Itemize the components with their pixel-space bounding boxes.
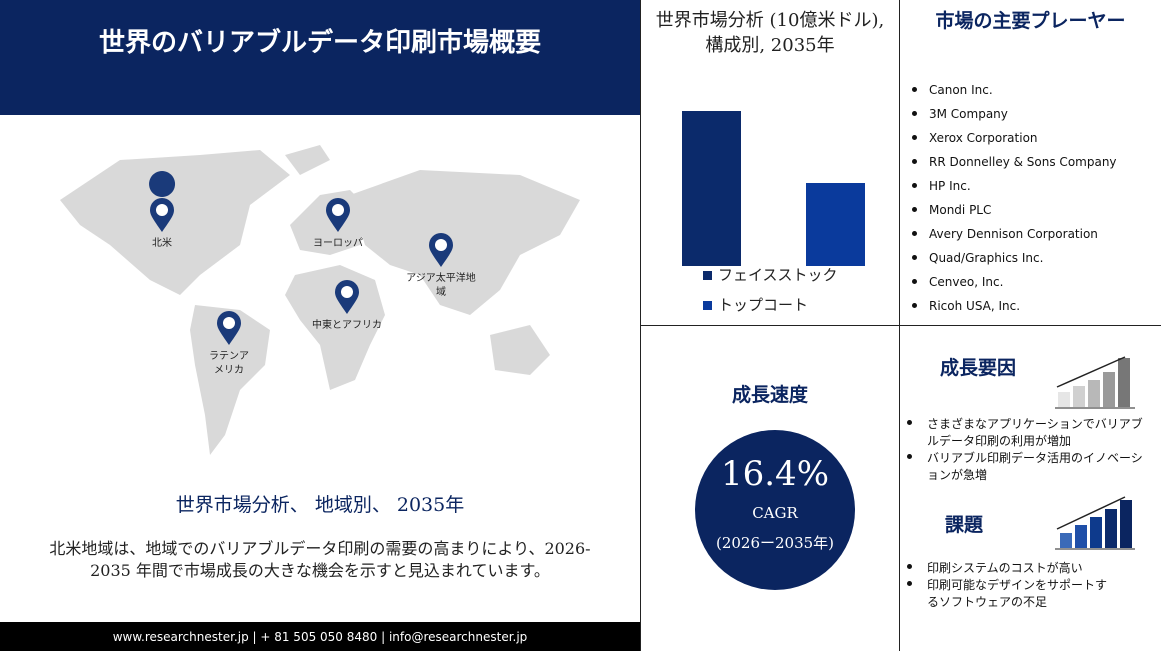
list-item: Canon Inc. xyxy=(912,83,1117,107)
world-map xyxy=(60,145,580,455)
players-list: Canon Inc. 3M Company Xerox Corporation RR … xyxy=(912,83,1117,323)
regional-text: 北米地域は、地域でのバリアブルデータ印刷の需要の高まりにより、2026-2035… xyxy=(49,539,591,580)
pin-hole xyxy=(435,239,447,251)
drivers-title: 成長要因 xyxy=(940,357,1017,379)
map-pin xyxy=(335,280,359,314)
map-pin xyxy=(217,311,241,345)
region-label: ヨーロッパ xyxy=(313,238,363,249)
list-item: Cenveo, Inc. xyxy=(912,275,1117,299)
chart-title: 世界市場分析 (10億米ドル), 構成別, 2035年 xyxy=(655,10,885,56)
list-item: バリアブル印刷データ活用のイノベーションが急増 xyxy=(907,450,1152,484)
list-item: さまざまなアプリケーションでバリアブルデータ印刷の利用が増加 xyxy=(907,416,1152,450)
footer-text: www.researchnester.jp | + 81 505 050 848… xyxy=(112,629,528,644)
region-label: ラテンアメリカ xyxy=(209,351,249,376)
pin-hole xyxy=(332,204,344,216)
legend-label: フェイスストック xyxy=(718,266,838,284)
pins xyxy=(149,171,176,225)
bar xyxy=(682,111,741,266)
legend-label: トップコート xyxy=(718,296,809,314)
list-item: Avery Dennison Corporation xyxy=(912,227,1117,251)
header-title: 世界のバリアブルデータ印刷市場概要 xyxy=(98,28,541,58)
drivers-list: さまざまなアプリケーションでバリアブルデータ印刷の利用が増加 バリアブル印刷データ… xyxy=(907,416,1152,484)
header: 世界のバリアブルデータ印刷市場概要 xyxy=(0,0,640,115)
map-pin xyxy=(429,233,453,267)
drivers-title-box: 成長要因 xyxy=(940,353,1016,380)
legend-item: トップコート xyxy=(703,294,808,315)
legend-swatch xyxy=(703,301,712,310)
list-item: HP Inc. xyxy=(912,179,1117,203)
cagr-value: 16.4% xyxy=(720,454,829,494)
pin-hole xyxy=(341,286,353,298)
growth-title: 成長速度 xyxy=(731,384,808,406)
challenges-title-box: 課題 xyxy=(945,510,983,537)
region-label: 北米 xyxy=(152,238,172,249)
cagr-circle: 16.4% CAGR (2026ー2035年) xyxy=(695,430,855,590)
region-label: アジア太平洋地域 xyxy=(406,273,476,298)
bar xyxy=(806,183,865,266)
list-item: Mondi PLC xyxy=(912,203,1117,227)
bar-chart xyxy=(682,111,865,266)
challenges-list: 印刷システムのコストが高い 印刷可能なデザインをサポートするソフトウェアの不足 xyxy=(907,560,1107,611)
list-item: Ricoh USA, Inc. xyxy=(912,299,1117,323)
pin-hole xyxy=(223,317,235,329)
challenges-title: 課題 xyxy=(945,514,984,536)
cagr-label: CAGR xyxy=(752,504,798,522)
footer: www.researchnester.jp | + 81 505 050 848… xyxy=(0,622,640,651)
list-item: Xerox Corporation xyxy=(912,131,1117,155)
list-item: Quad/Graphics Inc. xyxy=(912,251,1117,275)
region-label: 中東とアフリカ xyxy=(312,320,382,331)
continents xyxy=(60,145,580,455)
growth-title-box: 成長速度 xyxy=(641,380,899,407)
map-pin xyxy=(150,198,174,232)
legend-item: フェイスストック xyxy=(703,264,838,285)
legend-swatch xyxy=(703,271,712,280)
list-item: 印刷可能なデザインをサポートするソフトウェアの不足 xyxy=(907,577,1107,611)
list-item: RR Donnelley & Sons Company xyxy=(912,155,1117,179)
players-title-box: 市場の主要プレーヤー xyxy=(900,6,1161,33)
list-item: 印刷システムのコストが高い xyxy=(907,560,1107,577)
regional-title: 世界市場分析、 地域別、 2035年 xyxy=(175,494,465,516)
map-pin xyxy=(326,198,350,232)
list-item: 3M Company xyxy=(912,107,1117,131)
growth-icon xyxy=(1055,356,1135,409)
divider xyxy=(640,325,1161,326)
cagr-period: (2026ー2035年) xyxy=(715,534,835,552)
pin-hole xyxy=(156,204,168,216)
players-title: 市場の主要プレーヤー xyxy=(935,10,1126,32)
challenge-icon xyxy=(1055,496,1135,550)
